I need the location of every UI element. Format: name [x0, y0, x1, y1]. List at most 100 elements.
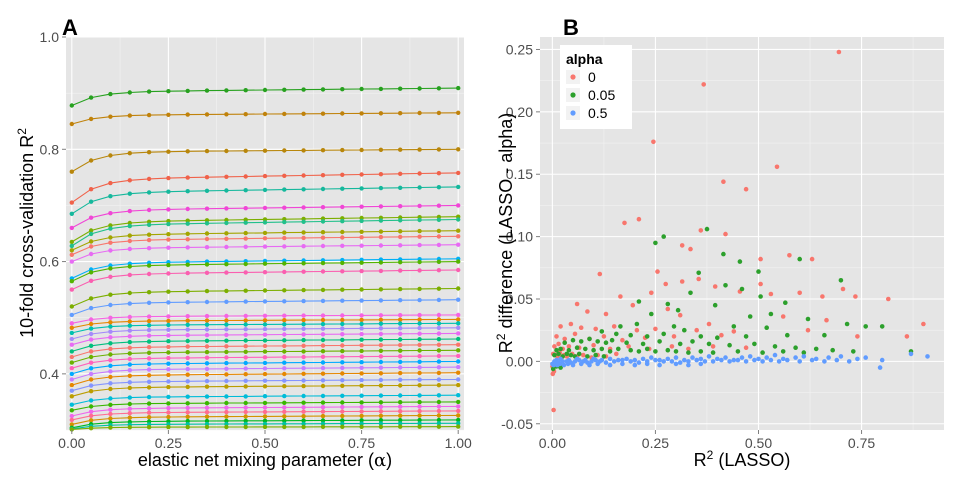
scatter-point [904, 334, 910, 339]
data-point [88, 349, 94, 354]
data-point [262, 322, 268, 327]
data-point [166, 271, 171, 276]
scatter-point [838, 354, 844, 359]
data-point [359, 218, 364, 224]
data-point [262, 349, 268, 354]
data-point [436, 424, 442, 429]
data-point [108, 346, 113, 352]
data-point [340, 360, 345, 365]
data-point [282, 366, 287, 371]
scatter-point [603, 340, 609, 346]
data-point [340, 204, 345, 210]
panel-a-x-axis-title: elastic net mixing parameter (α) [138, 450, 392, 471]
data-point [127, 380, 132, 385]
data-point [88, 398, 94, 403]
data-point [69, 225, 75, 231]
data-point [456, 336, 461, 342]
data-point [378, 331, 384, 337]
data-point [69, 304, 75, 309]
data-point [185, 270, 190, 276]
scatter-point [756, 269, 761, 274]
data-point [224, 270, 229, 275]
scatter-point [698, 228, 704, 233]
data-point [88, 360, 94, 365]
data-point [359, 377, 364, 383]
data-point [146, 150, 152, 155]
data-point [320, 332, 326, 337]
scatter-point [879, 324, 885, 329]
scatter-point [768, 357, 774, 363]
panel-b-x-axis-title: R2 (LASSO) [694, 448, 791, 470]
data-point [301, 148, 306, 153]
data-point [436, 393, 442, 398]
data-point [301, 230, 306, 235]
data-point [359, 424, 364, 429]
data-point [398, 413, 403, 418]
data-point [108, 153, 113, 158]
line-series [69, 321, 461, 336]
data-point [378, 317, 384, 322]
data-point [88, 305, 94, 311]
data-point [340, 87, 345, 92]
data-point [417, 259, 422, 265]
scatter-point [620, 361, 625, 367]
data-point [359, 400, 364, 405]
scatter-point [813, 346, 819, 352]
scatter-point [731, 357, 737, 363]
line-series [69, 297, 461, 318]
data-point [69, 427, 75, 432]
scatter-point [607, 356, 613, 362]
data-point [108, 292, 113, 297]
panel-b-series [550, 49, 930, 413]
data-point [224, 188, 229, 193]
data-point [166, 245, 171, 250]
data-point [359, 172, 364, 177]
data-point [417, 359, 422, 364]
scatter-point [568, 321, 574, 327]
line-series [69, 325, 461, 342]
data-point [262, 360, 268, 366]
data-point [436, 147, 442, 152]
data-point [398, 326, 403, 331]
data-point [398, 370, 403, 376]
data-point [243, 188, 248, 193]
scatter-point [723, 355, 728, 360]
data-point [417, 234, 422, 239]
data-point [301, 244, 306, 249]
scatter-point [616, 357, 621, 363]
data-point [262, 343, 268, 349]
data-point [340, 235, 345, 240]
data-point [166, 361, 171, 366]
scatter-point [649, 355, 654, 360]
scatter-point [671, 324, 677, 329]
data-point [282, 230, 287, 235]
data-point [262, 173, 268, 179]
data-point [456, 325, 461, 330]
data-point [69, 417, 75, 423]
data-point [166, 327, 171, 332]
data-point [398, 342, 403, 348]
scatter-point [822, 332, 827, 338]
scatter-point [568, 352, 574, 358]
data-point [108, 266, 113, 271]
data-point [398, 365, 403, 370]
scatter-point [747, 314, 753, 319]
data-point [69, 388, 75, 393]
data-point [436, 408, 442, 414]
data-point [320, 354, 326, 359]
scatter-point [574, 345, 580, 351]
data-point [108, 274, 113, 279]
data-point [417, 377, 422, 382]
data-point [282, 378, 287, 383]
data-point [146, 207, 152, 213]
scatter-point [669, 344, 675, 349]
data-point [340, 421, 345, 426]
line-series [69, 399, 461, 413]
panel-a-y-axis-title: 10-fold cross-validation R2 [15, 128, 37, 338]
scatter-point [653, 240, 658, 246]
data-point [320, 321, 326, 327]
data-point [166, 405, 171, 411]
scatter-point [581, 352, 586, 358]
data-point [262, 148, 268, 153]
scatter-point [597, 271, 603, 277]
